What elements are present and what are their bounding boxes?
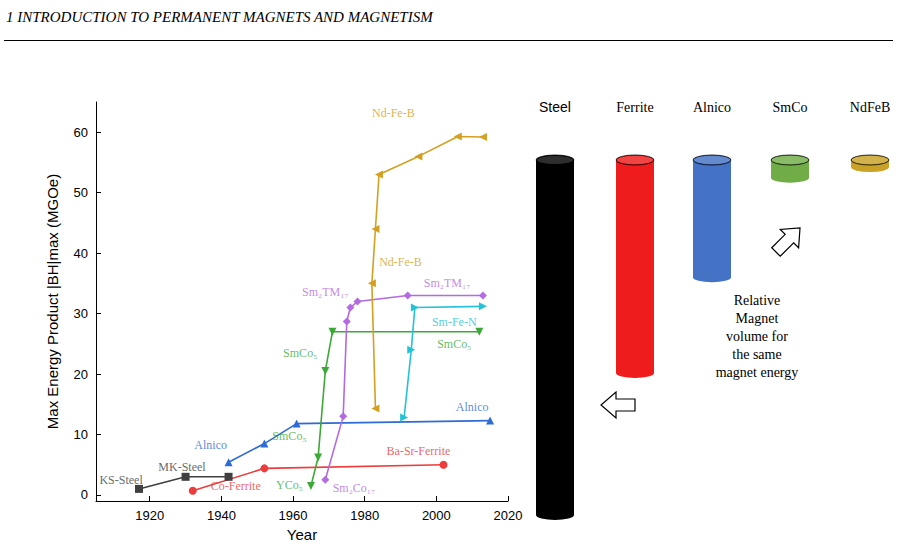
svg-text:SmCo₅: SmCo₅	[272, 429, 306, 443]
svg-text:Alnico: Alnico	[456, 400, 489, 414]
svg-text:Year: Year	[287, 526, 317, 543]
svg-text:40: 40	[74, 246, 88, 261]
svg-text:KS-Steel: KS-Steel	[99, 473, 143, 487]
svg-text:1940: 1940	[207, 508, 236, 523]
svg-text:YCo₅: YCo₅	[276, 478, 303, 492]
svg-text:20: 20	[74, 367, 88, 382]
svg-text:1980: 1980	[350, 508, 379, 523]
svg-text:Max Energy Product |BH|max (MG: Max Energy Product |BH|max (MGOe)	[44, 174, 61, 429]
svg-text:Ferrite: Ferrite	[616, 100, 653, 115]
svg-text:the same: the same	[732, 347, 781, 362]
svg-text:Sm₂Co₁₇: Sm₂Co₁₇	[333, 481, 376, 495]
svg-text:volume for: volume for	[726, 329, 788, 344]
svg-text:Steel: Steel	[539, 99, 571, 115]
svg-text:Magnet: Magnet	[736, 311, 779, 326]
svg-text:2020: 2020	[494, 508, 523, 523]
svg-text:30: 30	[74, 306, 88, 321]
svg-text:Sm-Fe-N: Sm-Fe-N	[432, 315, 477, 329]
svg-text:Relative: Relative	[734, 293, 781, 308]
svg-text:Ba-Sr-Ferrite: Ba-Sr-Ferrite	[387, 444, 451, 458]
svg-text:Nd-Fe-B: Nd-Fe-B	[372, 106, 415, 120]
svg-text:SmCo: SmCo	[772, 100, 807, 115]
svg-text:Sm₂TM₁₇: Sm₂TM₁₇	[424, 276, 471, 290]
svg-text:Sm₂TM₁₇: Sm₂TM₁₇	[302, 285, 349, 299]
html-text:1 INTRODUCTION TO PERMANENT MA: 1 INTRODUCTION TO PERMANENT MAGNETS AND …	[6, 9, 433, 25]
svg-text:SmCo₅: SmCo₅	[437, 337, 471, 351]
svg-text:1920: 1920	[135, 508, 164, 523]
svg-text:10: 10	[74, 427, 88, 442]
svg-text:50: 50	[74, 185, 88, 200]
svg-text:NdFeB: NdFeB	[850, 100, 890, 115]
svg-text:Co-Ferrite: Co-Ferrite	[211, 479, 261, 493]
svg-text:SmCo₅: SmCo₅	[283, 346, 317, 360]
svg-text:Alnico: Alnico	[194, 438, 227, 452]
svg-text:Nd-Fe-B: Nd-Fe-B	[379, 255, 422, 269]
svg-text:Alnico: Alnico	[693, 100, 731, 115]
svg-text:magnet energy: magnet energy	[716, 365, 799, 380]
svg-text:1960: 1960	[279, 508, 308, 523]
svg-text:2000: 2000	[422, 508, 451, 523]
svg-text:60: 60	[74, 125, 88, 140]
svg-text:MK-Steel: MK-Steel	[158, 460, 206, 474]
svg-text:0: 0	[81, 487, 88, 502]
